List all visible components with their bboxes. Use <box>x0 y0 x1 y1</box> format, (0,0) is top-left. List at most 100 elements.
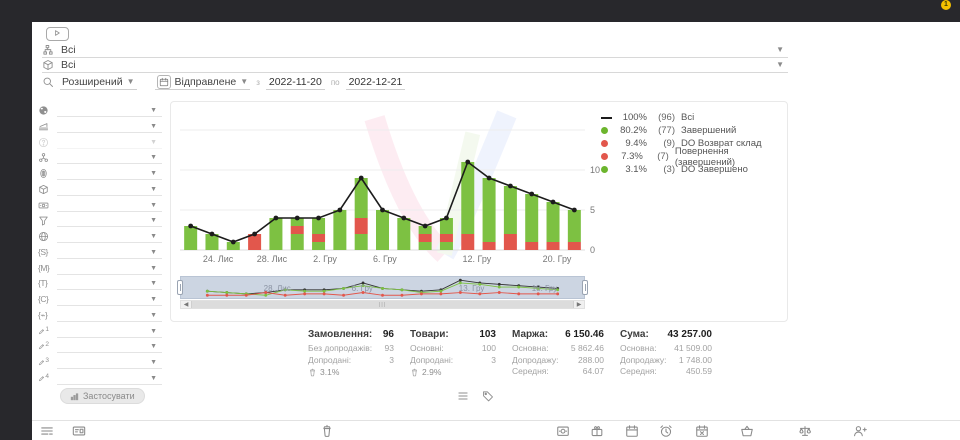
data-point[interactable] <box>230 239 236 245</box>
bar-segment[interactable] <box>503 234 517 250</box>
bar-segment[interactable] <box>290 218 304 226</box>
range-handle-left[interactable] <box>177 280 183 295</box>
filter-select-1[interactable]: ▼ <box>38 104 162 118</box>
alarm-clock-icon[interactable] <box>659 424 673 438</box>
data-point[interactable] <box>209 231 215 237</box>
scale-icon[interactable] <box>798 424 812 438</box>
search-mode-select[interactable]: Розширений ▼ <box>60 74 137 90</box>
filter-select-11[interactable]: {M} ▼ <box>38 262 162 276</box>
bar-segment[interactable] <box>567 242 581 250</box>
bar-segment[interactable] <box>226 242 240 250</box>
scroll-right-icon[interactable]: ▶ <box>576 302 582 308</box>
filter-select-13[interactable]: {C} ▼ <box>38 293 162 307</box>
list-view-icon[interactable] <box>457 390 469 402</box>
bar-segment[interactable] <box>567 210 581 242</box>
data-point[interactable] <box>550 199 556 205</box>
filter-select-5[interactable]: ▼ <box>38 167 162 181</box>
data-point[interactable] <box>273 215 279 221</box>
chart-scrollbar[interactable]: ◀ ||| ▶ <box>180 300 585 309</box>
legend-item[interactable]: 80.2% (77) Завершений <box>601 124 781 137</box>
basket-icon[interactable] <box>740 424 754 438</box>
legend-item[interactable]: 3.1% (3) DO Завершено <box>601 163 781 176</box>
date-from-input[interactable]: 2022-11-20 <box>265 75 325 90</box>
bar-segment[interactable] <box>439 242 453 250</box>
bar-segment[interactable] <box>376 210 389 242</box>
tag-view-icon[interactable] <box>482 390 494 402</box>
bar-segment[interactable] <box>461 162 475 234</box>
calendar-icon[interactable] <box>625 424 639 438</box>
bar-segment[interactable] <box>503 186 517 234</box>
filter-select-6[interactable]: ▼ <box>38 183 162 197</box>
calendar-x-icon[interactable] <box>695 424 709 438</box>
data-point[interactable] <box>507 183 513 189</box>
data-point[interactable] <box>486 175 492 181</box>
bar-segment[interactable] <box>418 226 432 234</box>
filter-select-8[interactable]: ▼ <box>38 214 162 228</box>
data-point[interactable] <box>465 159 471 165</box>
search-icon[interactable] <box>42 76 54 88</box>
bar-segment[interactable] <box>248 234 262 250</box>
bar-segment[interactable] <box>184 226 198 250</box>
date-type-select[interactable]: Відправлене ▼ <box>154 74 251 90</box>
data-point[interactable] <box>380 207 385 213</box>
bar-segment[interactable] <box>354 218 368 234</box>
chart-range-navigator[interactable] <box>180 276 585 299</box>
filter-select-10[interactable]: {S} ▼ <box>38 246 162 260</box>
bar-segment[interactable] <box>290 234 304 250</box>
data-point[interactable] <box>401 215 407 221</box>
bar-segment[interactable] <box>354 234 368 250</box>
filter-select-17[interactable]: 3 ▼ <box>38 356 162 370</box>
bar-segment[interactable] <box>205 234 219 250</box>
filter-select-7[interactable]: ▼ <box>38 199 162 213</box>
gift-icon[interactable] <box>590 424 604 438</box>
status-select[interactable]: Всі ▼ <box>42 43 788 58</box>
bar-segment[interactable] <box>354 178 368 218</box>
person-plus-icon[interactable] <box>853 424 867 438</box>
scrollbar-thumb[interactable]: ||| <box>191 301 574 308</box>
data-point[interactable] <box>337 207 343 213</box>
bar-segment[interactable] <box>546 202 560 242</box>
data-point[interactable] <box>188 223 194 229</box>
product-select[interactable]: Всі ▼ <box>42 58 788 73</box>
filter-select-3[interactable]: ▼ <box>38 136 162 150</box>
bar-segment[interactable] <box>418 242 432 250</box>
bar-segment[interactable] <box>312 234 326 242</box>
scroll-left-icon[interactable]: ◀ <box>183 302 189 308</box>
filter-select-16[interactable]: 2 ▼ <box>38 340 162 354</box>
banknote-frame-icon[interactable] <box>556 424 570 438</box>
filter-select-9[interactable]: ▼ <box>38 230 162 244</box>
bar-segment[interactable] <box>418 234 432 242</box>
bar-segment[interactable] <box>312 242 326 250</box>
bar-segment[interactable] <box>439 218 453 234</box>
legend-item[interactable]: 7.3% (7) Повернення (завершений) <box>601 146 781 168</box>
legend-item[interactable]: 100% (96) Всі <box>601 111 781 124</box>
data-point[interactable] <box>294 215 300 221</box>
data-point[interactable] <box>571 207 577 213</box>
apply-button[interactable]: Застосувати <box>60 388 145 404</box>
bar-segment[interactable] <box>525 194 539 242</box>
id-card-icon[interactable] <box>72 424 86 438</box>
bar-segment[interactable] <box>546 242 560 250</box>
date-to-input[interactable]: 2022-12-21 <box>345 75 406 90</box>
bar-segment[interactable] <box>376 242 389 250</box>
bar-segment[interactable] <box>439 234 453 242</box>
bar-segment[interactable] <box>290 226 304 234</box>
filter-select-12[interactable]: {T} ▼ <box>38 277 162 291</box>
cup-icon[interactable] <box>320 424 334 438</box>
filter-select-2[interactable]: ▼ <box>38 120 162 134</box>
data-point[interactable] <box>422 223 428 229</box>
data-point[interactable] <box>252 231 258 237</box>
bar-segment[interactable] <box>461 234 475 250</box>
filter-select-15[interactable]: 1 ▼ <box>38 325 162 339</box>
range-handle-right[interactable] <box>582 280 588 295</box>
filter-select-4[interactable]: ▼ <box>38 151 162 165</box>
legend-item[interactable]: 9.4% (9) DO Возврат склад <box>601 137 781 150</box>
play-button[interactable] <box>46 27 69 41</box>
menu-lines-icon[interactable] <box>40 424 54 438</box>
bar-segment[interactable] <box>269 218 283 250</box>
bar-segment[interactable] <box>312 218 326 234</box>
orders-chart[interactable] <box>180 106 585 251</box>
data-point[interactable] <box>316 215 321 221</box>
data-point[interactable] <box>358 175 364 181</box>
filter-select-18[interactable]: 4 ▼ <box>38 372 162 386</box>
